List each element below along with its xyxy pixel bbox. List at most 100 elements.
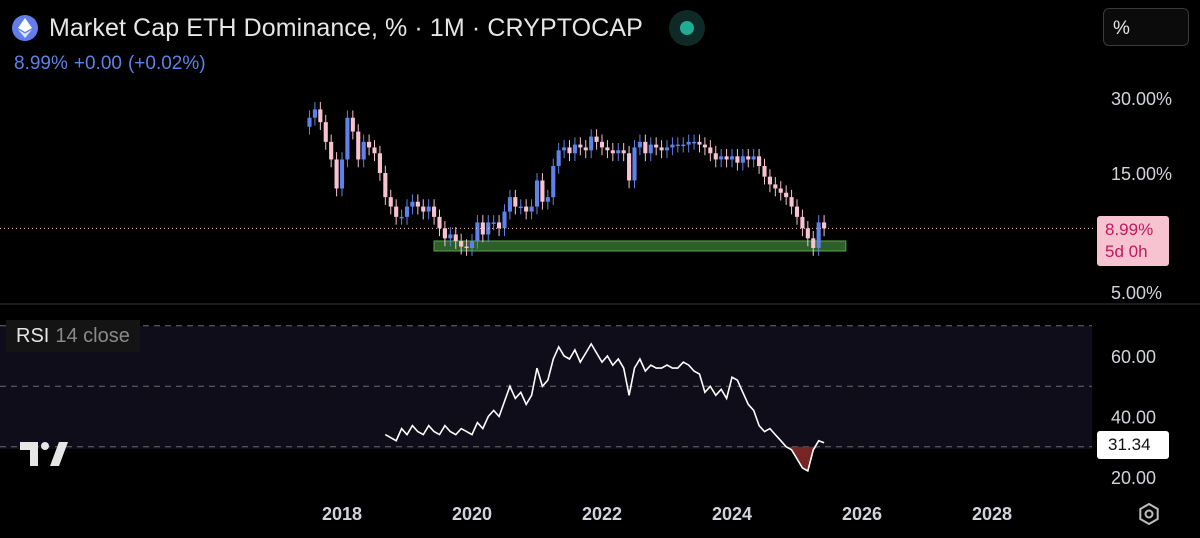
- candle-body: [377, 153, 382, 173]
- candle: [345, 110, 350, 168]
- candle: [654, 137, 659, 156]
- candle-body: [648, 144, 653, 154]
- candle-body: [789, 197, 794, 207]
- candle-body: [708, 147, 713, 154]
- candle-body: [497, 222, 502, 229]
- candle: [789, 189, 794, 215]
- rsi-legend[interactable]: RSI 14 close: [6, 320, 140, 352]
- candle-body: [404, 206, 410, 217]
- candle-body: [426, 206, 431, 212]
- candle: [491, 215, 496, 231]
- candle: [708, 140, 713, 162]
- rsi-line: [384, 342, 825, 473]
- candle: [453, 227, 458, 249]
- candle-body: [621, 150, 626, 154]
- candle-body: [480, 222, 485, 235]
- candle: [432, 199, 437, 225]
- symbol-header[interactable]: Market Cap ETH Dominance, % · 1M · CRYPT…: [12, 10, 705, 46]
- candle: [339, 152, 345, 197]
- candle: [773, 177, 778, 197]
- candle-body: [442, 228, 447, 239]
- candle-body: [513, 197, 518, 207]
- candle-body: [388, 197, 393, 207]
- candle-body: [719, 156, 724, 160]
- candle-body: [805, 228, 810, 239]
- candle-body: [383, 173, 388, 198]
- candle: [448, 227, 453, 247]
- rsi-axis-tick: 60.00: [1111, 347, 1156, 367]
- candle: [426, 199, 431, 220]
- candle: [610, 142, 615, 162]
- candle: [719, 148, 724, 168]
- candle: [757, 148, 762, 174]
- candle-body: [724, 156, 729, 160]
- candle: [778, 181, 783, 201]
- candle: [621, 142, 626, 162]
- candle-body: [394, 206, 399, 217]
- rsi-pane[interactable]: [0, 325, 1092, 473]
- candle-body: [627, 153, 632, 181]
- price-summary: 8.99% +0.00 (+0.02%): [14, 53, 212, 75]
- candle: [811, 231, 816, 256]
- candle: [805, 220, 810, 247]
- candle: [459, 233, 464, 255]
- price-pane[interactable]: [0, 102, 1095, 256]
- candle-body: [475, 222, 480, 242]
- symbol-title[interactable]: Market Cap ETH Dominance, % · 1M · CRYPT…: [49, 13, 643, 42]
- candle: [562, 140, 567, 159]
- candle: [724, 148, 729, 168]
- candle-body: [545, 197, 550, 202]
- candle-body: [518, 206, 523, 209]
- candle: [399, 209, 404, 225]
- tradingview-logo[interactable]: [20, 440, 70, 473]
- candle: [350, 110, 355, 140]
- gear-icon[interactable]: [1137, 502, 1161, 531]
- candle-body: [469, 241, 475, 248]
- candle-body: [307, 117, 312, 127]
- candle-body: [616, 150, 621, 154]
- price-tag-value: 8.99%: [1105, 220, 1154, 239]
- candle-body: [323, 122, 328, 142]
- candle: [540, 173, 545, 210]
- time-axis-tick: 2026: [842, 504, 882, 524]
- candle: [740, 148, 745, 171]
- candle: [729, 148, 735, 168]
- candle-body: [350, 117, 355, 132]
- rsi-value-tag: 31.34: [1097, 431, 1169, 459]
- candle: [361, 134, 366, 168]
- candle-body: [605, 147, 610, 151]
- candle: [627, 145, 632, 189]
- candle: [583, 140, 588, 159]
- candle: [442, 220, 447, 247]
- scale-unit-button[interactable]: %: [1103, 8, 1189, 46]
- candle: [377, 145, 382, 181]
- candle-body: [491, 222, 496, 224]
- candle: [323, 114, 328, 150]
- candle-body: [692, 141, 697, 144]
- candle: [794, 199, 800, 225]
- candle: [556, 142, 561, 174]
- candle-body: [767, 176, 772, 185]
- candle: [410, 194, 415, 215]
- candle-body: [572, 144, 577, 154]
- candle: [746, 148, 751, 168]
- candle-body: [681, 144, 686, 147]
- time-axis-tick: 2022: [582, 504, 622, 524]
- candle: [572, 137, 577, 162]
- change-absolute: +0.00: [73, 53, 122, 74]
- candle-body: [551, 166, 556, 198]
- candle: [318, 102, 323, 130]
- market-status[interactable]: [668, 10, 705, 46]
- candle: [388, 189, 393, 215]
- candle: [307, 110, 312, 135]
- candle-body: [762, 166, 767, 177]
- candle: [529, 199, 534, 220]
- candle: [329, 134, 334, 168]
- candle: [735, 148, 740, 171]
- candle: [637, 134, 642, 156]
- candle-body: [459, 241, 464, 247]
- price-axis-tick: 30.00%: [1111, 89, 1172, 109]
- candle-body: [773, 184, 778, 189]
- candle-body: [556, 150, 561, 167]
